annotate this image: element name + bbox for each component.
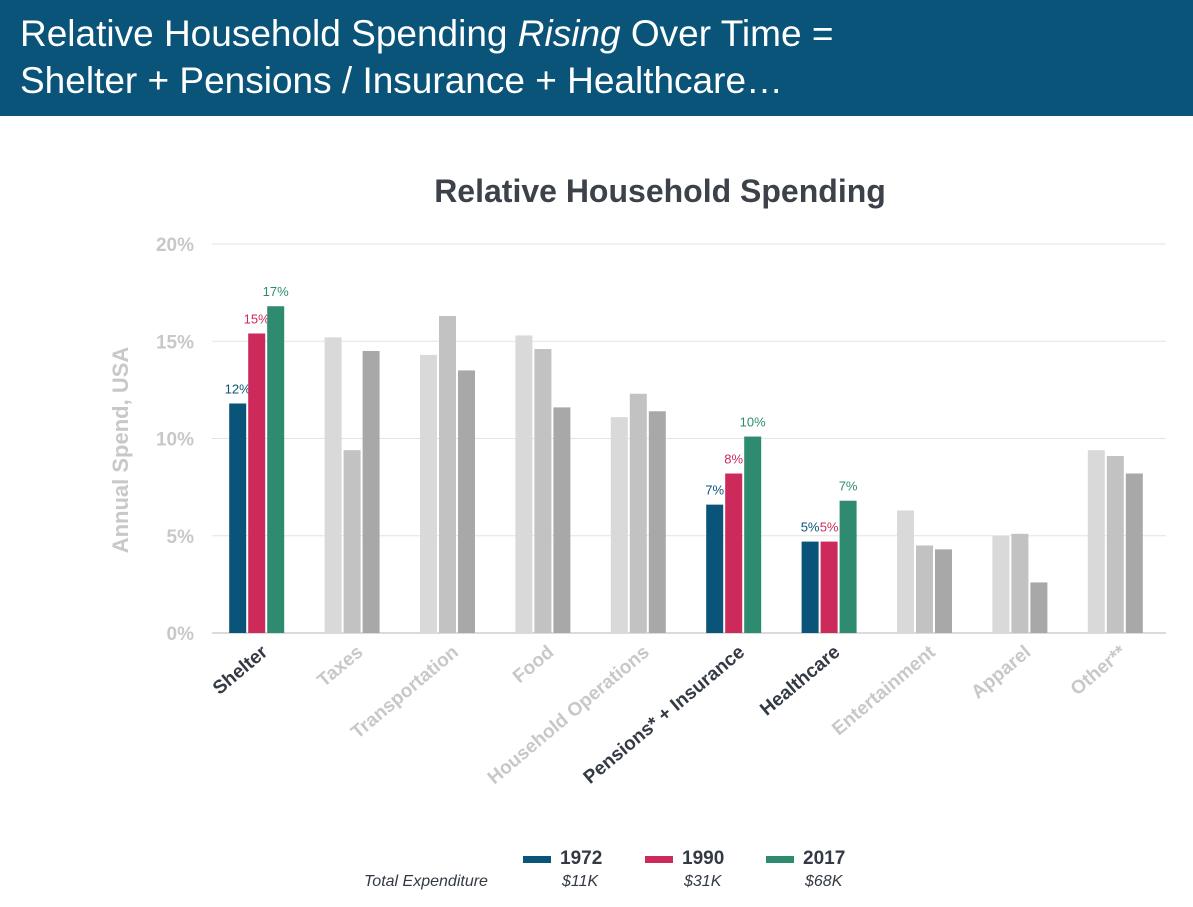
x-category-label: Entertainment <box>828 641 940 740</box>
y-tick-label: 20% <box>156 235 194 256</box>
legend-item-2017: 2017 <box>766 848 845 870</box>
x-category-label: Shelter <box>209 641 272 699</box>
y-axis-label: Annual Spend, USA <box>108 347 133 554</box>
y-tick-label: 10% <box>156 430 194 451</box>
legend-label-1972: 1972 <box>560 848 603 869</box>
bar-2017 <box>553 407 571 633</box>
legend-swatch-1990 <box>645 855 673 863</box>
y-tick-label: 15% <box>156 332 194 353</box>
bar-2017 <box>362 350 380 633</box>
bar-2017 <box>1125 473 1143 633</box>
x-category-label: Food <box>509 642 558 688</box>
bar-1972 <box>610 417 628 633</box>
x-category-label: Household Operations <box>484 642 654 789</box>
data-label: 8% <box>724 452 743 467</box>
banner-line1-prefix: Relative Household Spending <box>20 13 518 54</box>
banner-line1-suffix: Over Time = <box>620 13 834 54</box>
legend-item-1972: 1972 <box>523 848 602 870</box>
data-label: 12% <box>225 381 251 396</box>
bar-1972 <box>992 535 1010 633</box>
bar-2017 <box>1030 582 1048 633</box>
data-label: 7% <box>839 479 858 494</box>
bar-1990 <box>1106 456 1124 633</box>
legend-label-1990: 1990 <box>682 848 725 869</box>
x-category-label: Healthcare <box>756 642 844 721</box>
title-banner: Relative Household Spending Rising Over … <box>0 0 1193 116</box>
bar-1990 <box>916 545 933 633</box>
bar-1972 <box>801 541 819 633</box>
bar-1990 <box>439 315 456 633</box>
bar-2017 <box>648 411 666 633</box>
banner-line1-emphasis: Rising <box>517 13 621 54</box>
data-label: 5% <box>820 520 839 535</box>
legend-swatch-2017 <box>766 855 794 863</box>
banner-title: Relative Household Spending Rising Over … <box>20 10 833 104</box>
x-category-label: Pensions* + Insurance <box>580 642 749 789</box>
bar-1990 <box>725 473 743 633</box>
y-tick-label: 0% <box>167 624 195 645</box>
bar-2017 <box>744 436 762 633</box>
bar-1972 <box>515 335 533 633</box>
total-1990: $31K <box>684 873 722 890</box>
bar-1990 <box>534 349 552 633</box>
bar-1990 <box>248 333 266 633</box>
bar-2017 <box>839 500 857 633</box>
bar-1972 <box>1087 450 1105 633</box>
bar-1990 <box>820 541 838 633</box>
bar-1972 <box>324 337 342 633</box>
bar-2017 <box>458 370 475 633</box>
bar-1990 <box>629 393 647 633</box>
legend-label-2017: 2017 <box>803 848 846 869</box>
data-label: 17% <box>263 284 289 299</box>
chart-title: Relative Household Spending <box>434 173 886 209</box>
data-label: 5% <box>801 520 820 535</box>
banner-line2: Shelter + Pensions / Insurance + Healthc… <box>20 60 784 101</box>
bar-1972 <box>420 354 437 633</box>
total-expenditure-label: Total Expenditure <box>364 873 488 890</box>
data-label: 15% <box>244 311 270 326</box>
total-1972: $11K <box>562 873 599 890</box>
x-category-label: Taxes <box>314 642 368 692</box>
legend: 1972 1990 2017 Total Expenditure $11K $3… <box>0 840 1193 900</box>
bar-1990 <box>343 450 361 633</box>
bar-1972 <box>706 504 724 633</box>
x-category-label: Other** <box>1067 641 1131 700</box>
x-category-label: Apparel <box>967 642 1035 704</box>
bar-1972 <box>897 510 914 633</box>
bar-2017 <box>267 306 285 633</box>
y-tick-label: 5% <box>167 527 195 548</box>
bar-1972 <box>229 403 247 633</box>
bar-chart: Relative Household Spending Annual Spend… <box>108 173 1166 789</box>
legend-item-1990: 1990 <box>645 848 724 870</box>
bar-1990 <box>1011 533 1029 633</box>
bar-2017 <box>935 549 952 633</box>
total-2017: $68K <box>805 873 843 890</box>
data-label: 10% <box>740 415 766 430</box>
data-label: 7% <box>705 483 724 498</box>
legend-swatch-1972 <box>523 855 551 863</box>
